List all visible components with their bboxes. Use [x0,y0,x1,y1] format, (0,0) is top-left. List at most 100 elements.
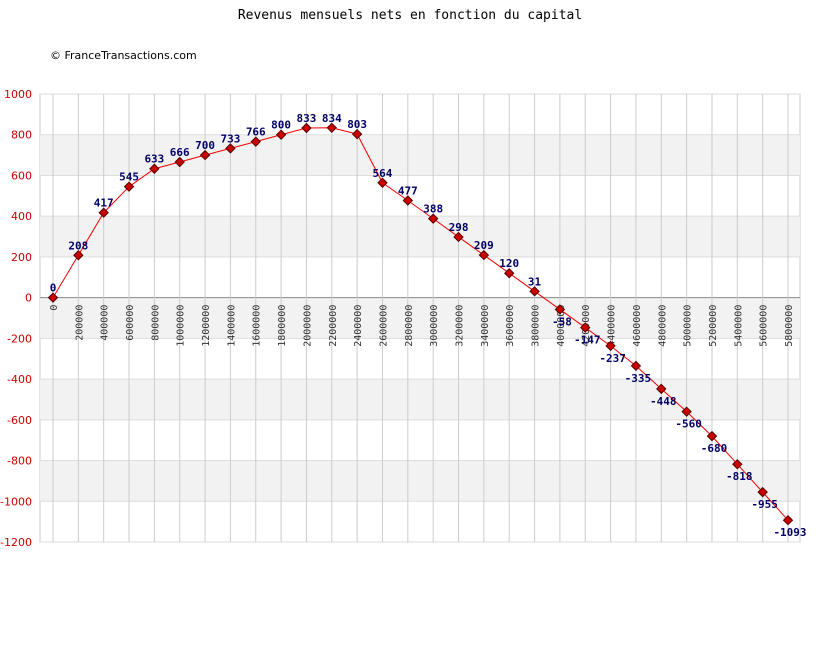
plot-band [40,297,800,339]
data-point [73,250,84,261]
data-point [174,156,185,168]
data-point [98,207,109,218]
y-tick-label: 600 [11,169,32,182]
data-label: 803 [347,118,367,131]
data-label: -237 [599,352,626,365]
data-point [326,122,338,134]
data-label: 564 [373,167,393,180]
data-point [453,231,464,243]
x-axis: 0 200000 400000 600000 800000 1000000 1200000 1… [49,305,795,347]
data-labels: 0 208 417 545 633 666 700 733 766 800 833 834 803 564… [50,112,807,539]
x-tick-label: 2800000 [404,305,415,347]
data-point [782,515,794,526]
x-tick-label: 800000 [150,305,161,341]
data-label: 800 [271,119,291,132]
y-tick-label: 400 [11,210,32,223]
data-label: 209 [474,239,494,252]
data-point [681,406,692,417]
data-label: 388 [423,203,443,216]
data-label: -955 [751,498,778,511]
y-tick-label: 800 [11,129,32,142]
data-point [301,122,312,134]
data-point [225,143,236,154]
data-label: -448 [650,395,677,408]
chart-credit: © FranceTransactions.com [50,49,197,62]
x-tick-label: 5400000 [733,305,744,347]
x-tick-label: 3000000 [429,305,440,347]
data-label: 666 [170,146,190,159]
data-point [123,181,135,192]
data-point [605,340,616,352]
data-label: -560 [675,418,702,431]
data-point [630,360,642,372]
data-point [757,486,768,498]
data-label: 700 [195,139,215,152]
x-tick-label: 5600000 [759,305,770,347]
data-label: 477 [398,185,418,198]
data-point [732,459,743,470]
x-tick-label: 1000000 [176,305,187,347]
data-point [47,292,59,303]
data-point [503,267,515,279]
series-polyline [52,127,789,521]
x-tick-label: 1800000 [277,305,288,347]
x-tick-label: 4800000 [657,305,668,347]
data-label: 633 [144,153,164,166]
y-tick-label: 200 [11,251,32,264]
x-tick-label: 3400000 [480,305,491,347]
x-tick-label: 2200000 [328,305,339,347]
x-tick-label: 4600000 [632,305,643,347]
x-tick-label: 3800000 [531,305,542,347]
data-label: -680 [701,442,728,455]
data-point [199,149,211,161]
x-tick-label: 1400000 [226,305,237,347]
data-label: 31 [528,275,542,288]
x-tick-label: 3200000 [455,305,466,347]
data-point [427,213,439,224]
y-tick-label: 0 [25,292,32,305]
data-label: 120 [499,257,519,270]
x-tick-label: 4400000 [607,305,618,347]
plot-band [40,460,800,502]
data-label: 208 [68,239,88,252]
y-tick-label: -200 [7,332,32,345]
data-label: 298 [449,221,469,234]
data-point [656,383,667,395]
data-label: 545 [119,171,139,184]
x-tick-label: 2400000 [353,305,364,347]
data-label: 834 [322,112,342,125]
series-points [47,122,794,526]
x-tick-label: 200000 [74,305,85,341]
data-label: -1093 [773,526,806,539]
y-tick-label: 1000 [4,88,32,101]
data-label: 833 [297,112,317,125]
data-point [149,163,160,174]
plot-band [40,134,800,176]
data-point [250,136,261,147]
data-point [580,322,591,333]
x-tick-label: 2000000 [302,305,313,347]
x-tick-label: 1600000 [252,305,263,347]
data-point [478,249,490,261]
x-tick-label: 600000 [125,305,136,341]
y-tick-label: -600 [7,414,32,427]
y-axis: 1000 800 600 400 200 0 -200 -400 -600 -800 -1000 -1… [0,88,32,549]
data-point [275,129,287,140]
x-tick-label: 4000000 [556,305,567,347]
data-point [402,195,414,206]
data-label: 0 [50,282,57,295]
series-line [52,127,789,521]
data-label: 417 [94,197,114,210]
data-label: 733 [220,132,240,145]
x-tick-label: 5200000 [708,305,719,347]
data-label: -335 [625,372,652,385]
data-label: -58 [552,315,572,328]
x-tick-label: 5800000 [784,305,795,347]
y-tick-label: -1200 [0,536,32,549]
x-tick-label: 400000 [100,305,111,341]
data-label: -147 [574,334,601,347]
chart-title: Revenus mensuels nets en fonction du cap… [238,8,582,23]
data-label: 766 [246,126,266,139]
data-point [529,286,540,297]
